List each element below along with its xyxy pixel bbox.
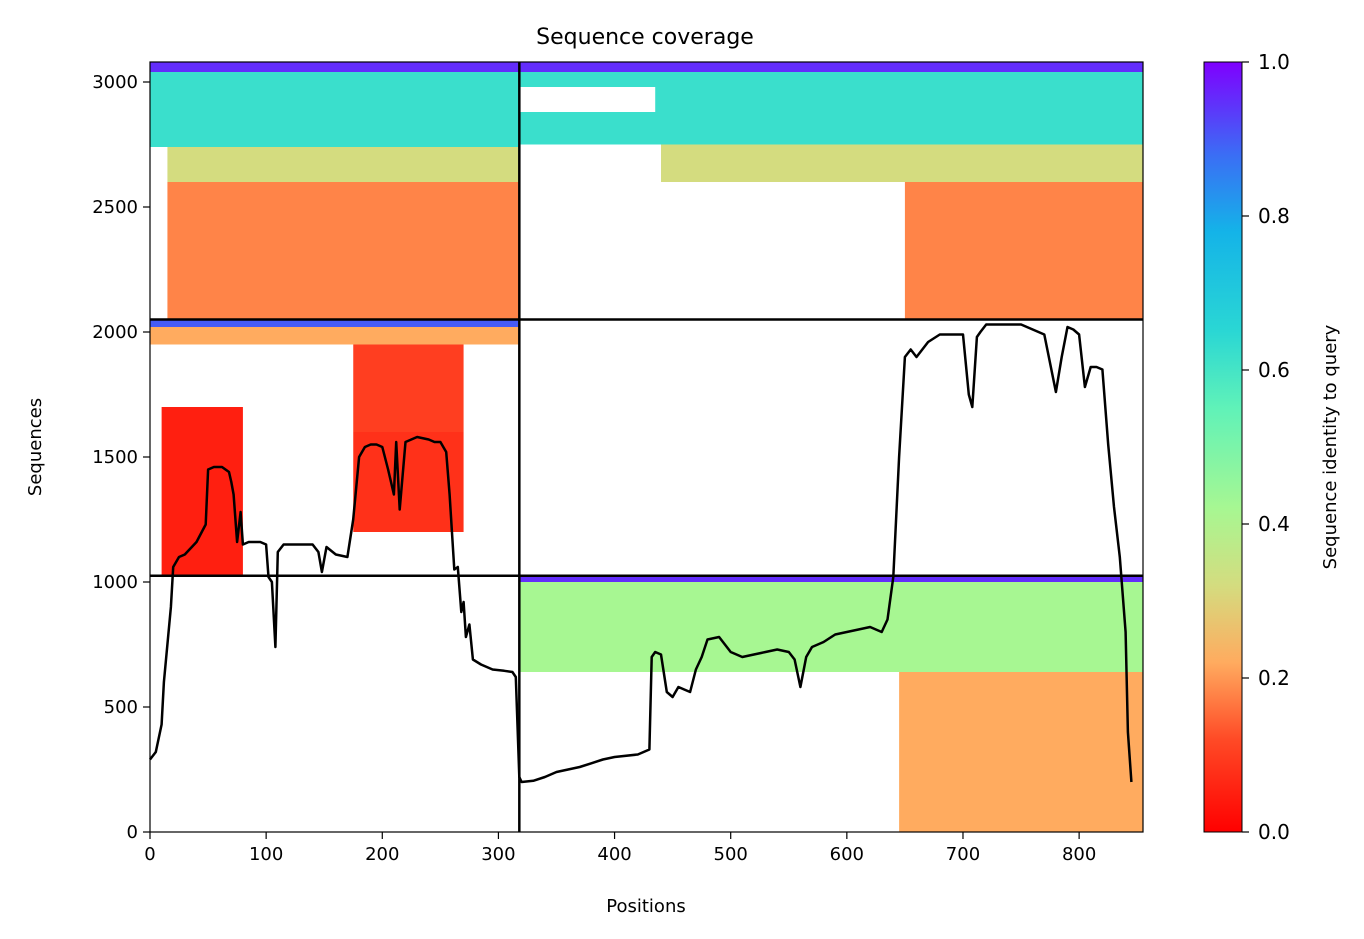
x-tick-label: 700 bbox=[946, 844, 980, 865]
colorbar-tick-label: 0.8 bbox=[1258, 204, 1290, 228]
colorbar bbox=[1203, 61, 1243, 833]
coverage-line-layer bbox=[149, 323, 1133, 784]
y-tick-label: 1500 bbox=[92, 447, 138, 468]
x-axis: 0 100 200 300 400 500 600 700 800 bbox=[144, 832, 1096, 865]
block-tr-lower bbox=[904, 182, 1143, 320]
block-br-top bbox=[519, 575, 1143, 582]
block-tr-gap bbox=[519, 87, 656, 112]
colorbar-label: Sequence identity to query bbox=[1320, 324, 1341, 569]
block-tl-mid bbox=[167, 147, 520, 182]
y-tick-label: 3000 bbox=[92, 72, 138, 93]
colorbar-tick-label: 0.6 bbox=[1258, 358, 1290, 382]
colorbar-tick-label: 0.2 bbox=[1258, 666, 1290, 690]
block-tl-lower bbox=[167, 182, 520, 320]
x-tick-label: 800 bbox=[1062, 844, 1096, 865]
x-tick-label: 600 bbox=[830, 844, 864, 865]
block-ml-band bbox=[150, 327, 520, 345]
chart-title: Sequence coverage bbox=[536, 25, 754, 50]
x-tick-label: 400 bbox=[597, 844, 631, 865]
block-ml-left bbox=[161, 407, 243, 576]
x-tick-label: 0 bbox=[144, 844, 155, 865]
coverage-heatmap bbox=[150, 62, 1143, 832]
y-tick-label: 2500 bbox=[92, 197, 138, 218]
block-tl-upper bbox=[150, 72, 520, 147]
block-tr-top bbox=[519, 62, 1143, 72]
coverage-line bbox=[149, 323, 1133, 784]
y-tick-label: 500 bbox=[104, 697, 138, 718]
block-tr-mid bbox=[661, 144, 1143, 182]
colorbar-tick-label: 1.0 bbox=[1258, 50, 1290, 74]
x-tick-label: 100 bbox=[249, 844, 283, 865]
y-tick-label: 0 bbox=[127, 822, 138, 843]
block-br-lower bbox=[899, 672, 1143, 832]
y-axis-label: Sequences bbox=[25, 398, 46, 496]
block-br-upper bbox=[519, 582, 1143, 672]
block-ml-right-lower bbox=[353, 432, 464, 532]
x-tick-label: 200 bbox=[365, 844, 399, 865]
colorbar-ticks: 0.0 0.2 0.4 0.6 0.8 1.0 bbox=[1242, 50, 1290, 844]
block-tl-top bbox=[150, 62, 520, 72]
x-tick-label: 500 bbox=[714, 844, 748, 865]
y-tick-label: 2000 bbox=[92, 322, 138, 343]
block-ml-top bbox=[150, 319, 520, 327]
y-tick-label: 1000 bbox=[92, 572, 138, 593]
block-ml-right bbox=[353, 344, 464, 432]
x-axis-label: Positions bbox=[606, 896, 685, 917]
y-axis: 0 500 1000 1500 2000 2500 3000 bbox=[92, 72, 150, 843]
x-tick-label: 300 bbox=[481, 844, 515, 865]
plot-frame bbox=[149, 61, 1144, 833]
block-dividers bbox=[150, 62, 1143, 832]
colorbar-tick-label: 0.4 bbox=[1258, 512, 1290, 536]
colorbar-tick-label: 0.0 bbox=[1258, 820, 1290, 844]
